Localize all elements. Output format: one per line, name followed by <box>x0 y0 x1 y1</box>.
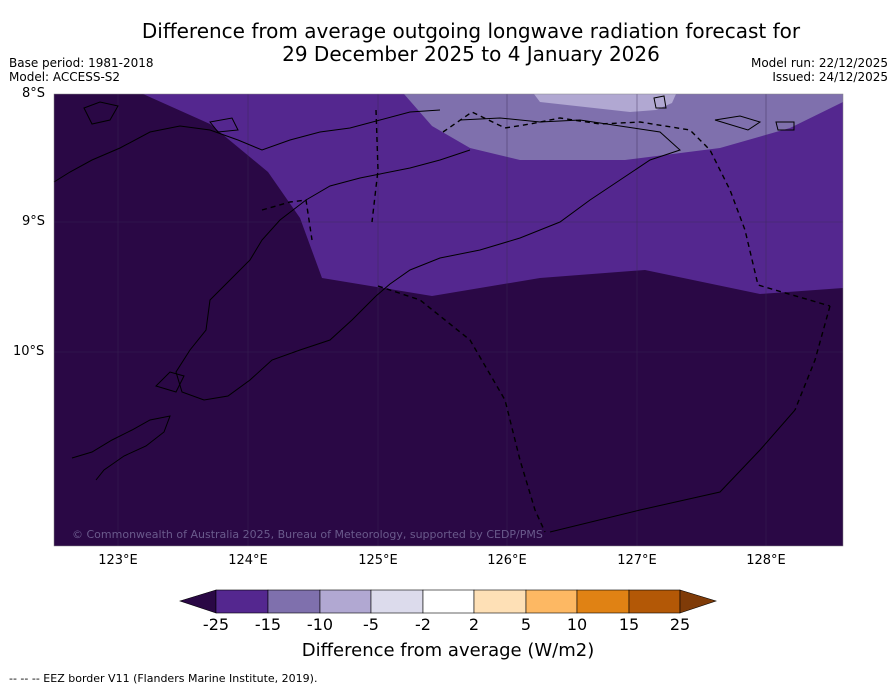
lat-label: 9°S <box>22 214 46 229</box>
lon-label: 127°E <box>617 553 657 568</box>
colorbar-segment <box>215 589 269 614</box>
eez-footnote: -- -- -- EEZ border V11 (Flanders Marine… <box>9 672 318 685</box>
model-run-text: Model run: 22/12/2025 <box>750 56 888 70</box>
eez-boundary-line <box>549 409 796 533</box>
colorbar-tick: 5 <box>520 615 532 634</box>
lon-label: 125°E <box>358 553 398 568</box>
lat-label: 8°S <box>22 86 46 101</box>
anomaly-region-10-to-5 <box>534 94 676 112</box>
map-title: Difference from average outgoing longwav… <box>0 20 896 66</box>
lon-label: 124°E <box>228 553 268 568</box>
issued-text: Issued: 24/12/2025 <box>772 70 888 84</box>
graticule <box>54 94 843 546</box>
colorbar-segment <box>473 589 527 614</box>
colorbar-extend-low <box>179 589 217 614</box>
colorbar-segment <box>267 589 321 614</box>
map-frame <box>53 93 844 547</box>
copyright-text: © Commonwealth of Australia 2025, Bureau… <box>72 528 543 541</box>
title-line-2: 29 December 2025 to 4 January 2026 <box>282 42 660 66</box>
colorbar-segment <box>525 589 578 614</box>
colorbar-tick: -5 <box>363 615 379 634</box>
lat-label: 10°S <box>13 344 45 359</box>
lon-label: 128°E <box>746 553 786 568</box>
lon-label: 123°E <box>98 553 138 568</box>
colorbar-segment <box>628 589 681 614</box>
colorbar-tick: 10 <box>566 615 588 634</box>
colorbar-extend-high <box>679 589 717 614</box>
meta-right: Model run: 22/12/2025 Issued: 24/12/2025 <box>751 56 888 84</box>
colorbar-tick: -15 <box>254 615 282 634</box>
colorbar-segment <box>576 589 630 614</box>
model-text: Model: ACCESS-S2 <box>9 70 121 84</box>
colorbar-segment <box>370 589 424 614</box>
base-period-text: Base period: 1981-2018 <box>9 56 154 70</box>
colorbar-tick: -10 <box>306 615 334 634</box>
colorbar <box>179 589 717 614</box>
colorbar-tick: -2 <box>415 615 431 634</box>
colorbar-segment <box>422 589 475 614</box>
meta-left: Base period: 1981-2018 Model: ACCESS-S2 <box>9 56 154 84</box>
colorbar-segment <box>319 589 372 614</box>
coastline <box>53 95 795 481</box>
colorbar-title: Difference from average (W/m2) <box>301 640 595 661</box>
colorbar-tick: 25 <box>669 615 691 634</box>
lon-label: 126°E <box>487 553 527 568</box>
eez-border <box>261 109 831 533</box>
colorbar-tick: -25 <box>202 615 230 634</box>
title-line-1: Difference from average outgoing longwav… <box>141 19 801 43</box>
colorbar-tick: 15 <box>618 615 640 634</box>
colorbar-tick: 2 <box>468 615 480 634</box>
